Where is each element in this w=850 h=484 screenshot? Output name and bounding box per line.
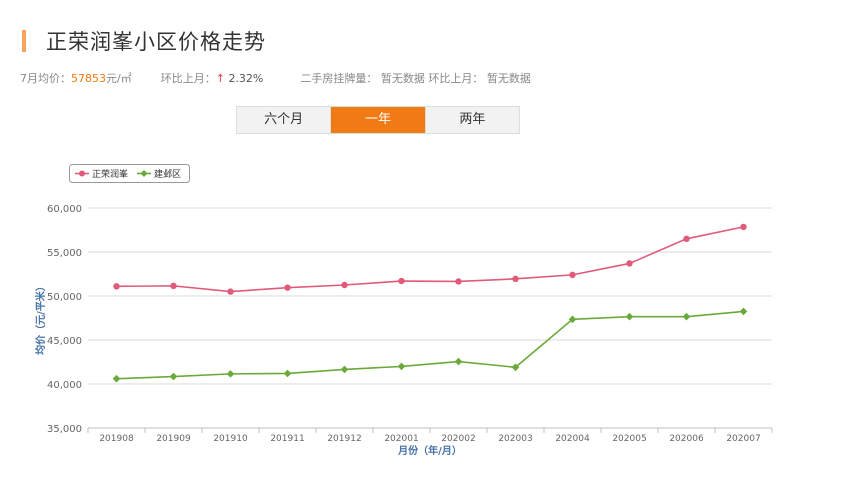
mom-value: 2.32%	[228, 72, 264, 85]
legend-marker	[140, 170, 148, 177]
x-tick-label: 202002	[441, 434, 475, 444]
data-point	[454, 357, 463, 366]
data-point	[512, 275, 519, 283]
data-point	[683, 235, 690, 242]
data-point	[397, 362, 406, 371]
x-tick-label: 202001	[384, 434, 418, 444]
tab-two-years[interactable]: 两年	[424, 107, 519, 133]
x-tick-label: 201908	[99, 434, 134, 444]
data-point	[227, 288, 234, 295]
up-arrow-icon: ↑	[215, 72, 225, 85]
avg-price-value: 57853	[71, 72, 106, 85]
data-point	[398, 277, 405, 285]
x-tick-label: 201912	[327, 434, 361, 444]
data-point	[626, 260, 633, 267]
y-tick-label: 50,000	[47, 292, 82, 303]
data-point	[341, 281, 348, 289]
avg-price-unit: 元/㎡	[106, 72, 132, 85]
x-axis-title: 月份（年/月）	[397, 444, 462, 457]
tab-six-months[interactable]: 六个月	[237, 107, 331, 133]
x-tick-label: 202005	[612, 434, 646, 444]
data-point	[112, 374, 121, 383]
mom-label: 环比上月：	[160, 72, 216, 85]
x-tick-label: 202007	[726, 434, 760, 444]
data-point	[283, 369, 292, 378]
data-point	[169, 372, 178, 381]
y-tick-label: 55,000	[47, 248, 82, 259]
data-point	[739, 307, 748, 316]
avg-price-label: 7月均价：	[20, 72, 71, 85]
listing-mom-value: 暂无数据	[486, 72, 531, 85]
data-point	[568, 315, 577, 324]
legend-marker	[79, 170, 85, 177]
y-axis-title: 均价（元/平米）	[34, 281, 47, 355]
page-title: 正荣润峯小区价格走势	[46, 30, 266, 54]
x-tick-label: 201911	[270, 434, 304, 444]
data-point	[170, 282, 177, 290]
price-stats: 7月均价：57853元/㎡ 环比上月：↑ 2.32% 二手房挂牌量： 暂无数据 …	[20, 70, 531, 86]
listing-label: 二手房挂牌量：	[300, 72, 378, 85]
x-tick-label: 201910	[213, 434, 248, 444]
y-tick-label: 45,000	[47, 336, 82, 347]
data-point	[284, 284, 291, 291]
x-tick-label: 202006	[669, 434, 704, 444]
data-point	[226, 370, 235, 378]
data-point	[113, 283, 120, 290]
x-tick-label: 202003	[498, 434, 532, 444]
legend-box	[69, 164, 190, 183]
series-line	[116, 310, 744, 380]
legend-label: 正荣润峯	[92, 168, 128, 180]
legend-label: 建邺区	[154, 168, 181, 180]
data-point	[511, 363, 520, 372]
listing-mom-label: 环比上月：	[428, 72, 484, 85]
data-point	[340, 365, 349, 374]
data-point	[455, 278, 462, 285]
x-tick-label: 202004	[555, 434, 590, 444]
data-point	[625, 312, 634, 321]
listing-value: 暂无数据	[380, 72, 425, 85]
data-point	[682, 312, 691, 321]
data-point	[569, 271, 576, 279]
y-tick-label: 35,000	[47, 424, 82, 435]
title-accent-bar	[22, 30, 26, 52]
data-point	[740, 223, 747, 231]
series-line	[116, 226, 744, 293]
tab-one-year[interactable]: 一年	[330, 107, 425, 133]
y-tick-label: 60,000	[47, 204, 82, 215]
y-tick-label: 40,000	[47, 380, 82, 391]
period-tabs: 六个月 一年 两年	[236, 106, 520, 134]
x-tick-label: 201909	[156, 434, 191, 444]
